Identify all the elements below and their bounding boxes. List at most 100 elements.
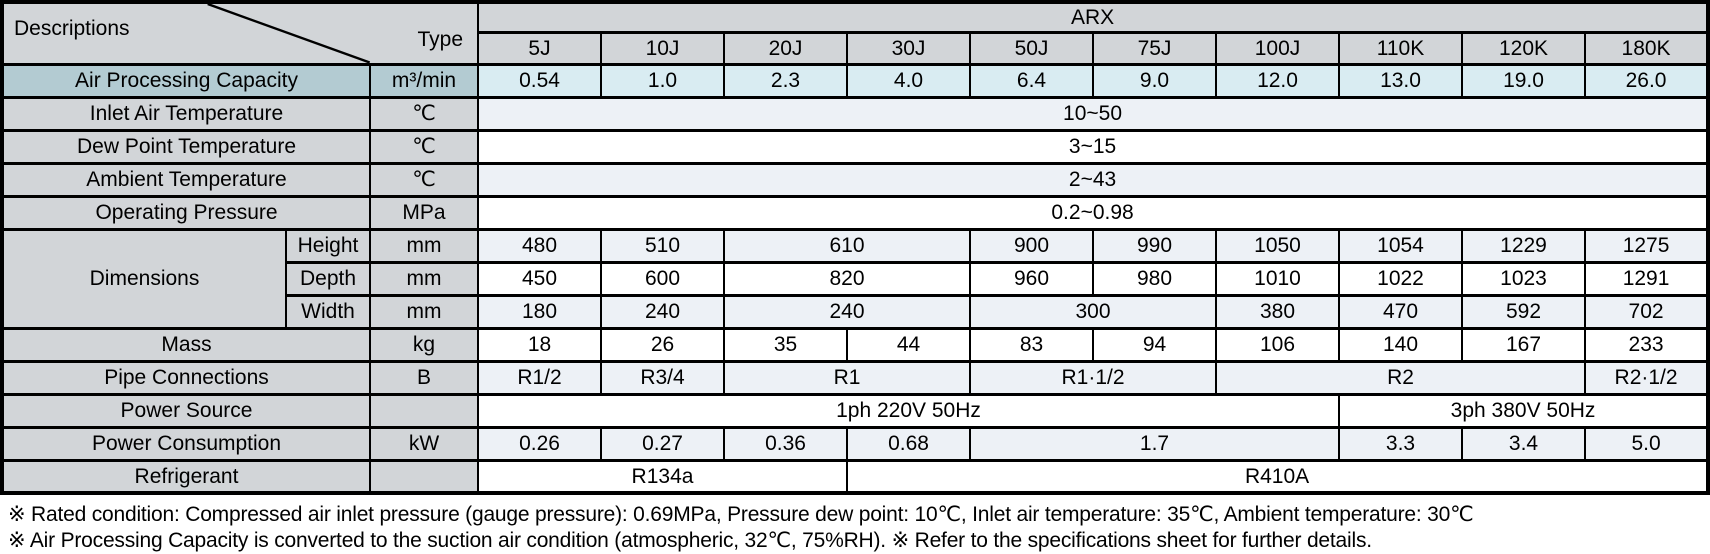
row-label: Refrigerant bbox=[1, 458, 371, 495]
table-cell: R2·1/2 bbox=[1583, 359, 1710, 396]
table-cell: 0.2~0.98 bbox=[476, 194, 1710, 231]
row-label: Power Source bbox=[1, 392, 371, 429]
table-row: Power Source 1ph 220V 50Hz 3ph 380V 50Hz bbox=[1, 392, 1710, 429]
table-cell: 9.0 bbox=[1092, 62, 1217, 99]
table-cell: 180 bbox=[477, 293, 602, 330]
column-header: 120K bbox=[1461, 30, 1586, 66]
series-row: Descriptions Type ARX bbox=[1, 0, 1710, 66]
table-row: Refrigerant R134a R410A bbox=[1, 458, 1710, 495]
table-cell: 1.0 bbox=[600, 62, 725, 99]
column-header: 20J bbox=[723, 30, 848, 66]
unit-cell: ℃ bbox=[369, 128, 479, 165]
table-cell: 610 bbox=[723, 227, 971, 264]
row-label: Ambient Temperature bbox=[1, 161, 371, 198]
row-label: Inlet Air Temperature bbox=[1, 95, 371, 132]
column-header: 110K bbox=[1338, 30, 1463, 66]
table-cell: 1275 bbox=[1583, 227, 1710, 264]
row-sublabel: Height bbox=[285, 227, 371, 264]
table-row: Operating Pressure MPa 0.2~0.98 bbox=[1, 194, 1710, 231]
column-header: 30J bbox=[846, 30, 971, 66]
table-cell: 1010 bbox=[1215, 260, 1340, 297]
table-cell: 0.36 bbox=[723, 425, 848, 462]
table-row: Width mm 180 240 240 300 380 470 592 702 bbox=[2, 293, 1710, 330]
descriptions-label: Descriptions bbox=[14, 17, 130, 40]
table-cell: 240 bbox=[723, 293, 971, 330]
unit-cell bbox=[369, 392, 479, 429]
corner-cell: Descriptions Type bbox=[1, 0, 479, 66]
table-cell: 960 bbox=[969, 260, 1094, 297]
table-cell: 510 bbox=[600, 227, 725, 264]
unit-cell: kg bbox=[369, 326, 479, 363]
table-cell: 6.4 bbox=[969, 62, 1094, 99]
table-cell: 1ph 220V 50Hz bbox=[477, 392, 1340, 429]
table-cell: R134a bbox=[477, 458, 848, 495]
table-cell: R3/4 bbox=[600, 359, 725, 396]
models-row: 5J 10J 20J 30J 50J 75J 100J 110K 120K 180K bbox=[2, 30, 1710, 66]
table-cell: 3~15 bbox=[476, 128, 1710, 165]
row-label: Power Consumption bbox=[1, 425, 371, 462]
table-cell: 26 bbox=[600, 326, 725, 363]
footnote: ※ Rated condition: Compressed air inlet … bbox=[8, 503, 1474, 526]
table-cell: 1022 bbox=[1338, 260, 1463, 297]
table-cell: 900 bbox=[969, 227, 1094, 264]
footnotes: ※ Rated condition: Compressed air inlet … bbox=[8, 502, 1710, 554]
unit-cell: B bbox=[369, 359, 479, 396]
unit-cell: MPa bbox=[369, 194, 479, 231]
table-cell: 1023 bbox=[1461, 260, 1586, 297]
table-cell: 106 bbox=[1215, 326, 1340, 363]
table-row: Inlet Air Temperature ℃ 10~50 bbox=[1, 95, 1710, 132]
table-cell: R1 bbox=[723, 359, 971, 396]
table-cell: 83 bbox=[969, 326, 1094, 363]
table-cell: 10~50 bbox=[476, 95, 1710, 132]
row-label: Pipe Connections bbox=[1, 359, 371, 396]
unit-cell: mm bbox=[369, 260, 479, 297]
table-cell: 990 bbox=[1092, 227, 1217, 264]
table-cell: 702 bbox=[1583, 293, 1710, 330]
table-cell: 94 bbox=[1092, 326, 1217, 363]
table-cell: 13.0 bbox=[1338, 62, 1463, 99]
table-cell: 240 bbox=[600, 293, 725, 330]
table-cell: 380 bbox=[1215, 293, 1340, 330]
column-header: 100J bbox=[1215, 30, 1340, 66]
table-row: Ambient Temperature ℃ 2~43 bbox=[1, 161, 1710, 198]
table-cell: 470 bbox=[1338, 293, 1463, 330]
table-cell: 0.54 bbox=[477, 62, 602, 99]
table-cell: 233 bbox=[1583, 326, 1710, 363]
column-header: 5J bbox=[477, 30, 602, 66]
table-cell: 3ph 380V 50Hz bbox=[1337, 392, 1710, 429]
table-cell: 5.0 bbox=[1583, 425, 1710, 462]
row-group-label: Dimensions bbox=[1, 227, 287, 330]
table-row: Air Processing Capacity m³/min 0.54 1.0 2.3 4… bbox=[1, 62, 1710, 99]
column-header: 180K bbox=[1583, 30, 1710, 66]
unit-cell: mm bbox=[369, 227, 479, 264]
unit-cell: mm bbox=[369, 293, 479, 330]
column-header: 75J bbox=[1092, 30, 1217, 66]
table-cell: 1054 bbox=[1338, 227, 1463, 264]
table-cell: 592 bbox=[1461, 293, 1586, 330]
table-cell: 3.3 bbox=[1338, 425, 1463, 462]
column-header: 10J bbox=[600, 30, 725, 66]
table-cell: 35 bbox=[723, 326, 848, 363]
table-cell: 26.0 bbox=[1583, 62, 1710, 99]
table-cell: 3.4 bbox=[1461, 425, 1586, 462]
table-cell: 0.26 bbox=[477, 425, 602, 462]
row-sublabel: Depth bbox=[285, 260, 371, 297]
table-row: Mass kg 18 26 35 44 83 94 106 140 167 233 bbox=[1, 326, 1710, 363]
table-cell: 4.0 bbox=[846, 62, 971, 99]
row-label: Operating Pressure bbox=[1, 194, 371, 231]
unit-cell: m³/min bbox=[369, 62, 479, 99]
row-label: Air Processing Capacity bbox=[1, 62, 371, 99]
table-cell: 2~43 bbox=[476, 161, 1710, 198]
table-cell: 980 bbox=[1092, 260, 1217, 297]
footnote: ※ Air Processing Capacity is converted t… bbox=[8, 529, 1372, 552]
table-cell: R1·1/2 bbox=[969, 359, 1217, 396]
table-cell: 1291 bbox=[1583, 260, 1710, 297]
unit-cell bbox=[369, 458, 479, 495]
series-header: ARX bbox=[476, 0, 1710, 34]
unit-cell: ℃ bbox=[369, 95, 479, 132]
table-row: Dew Point Temperature ℃ 3~15 bbox=[1, 128, 1710, 165]
table-cell: 1050 bbox=[1215, 227, 1340, 264]
table-cell: 0.68 bbox=[846, 425, 971, 462]
table-cell: 44 bbox=[846, 326, 971, 363]
table-cell: 167 bbox=[1461, 326, 1586, 363]
